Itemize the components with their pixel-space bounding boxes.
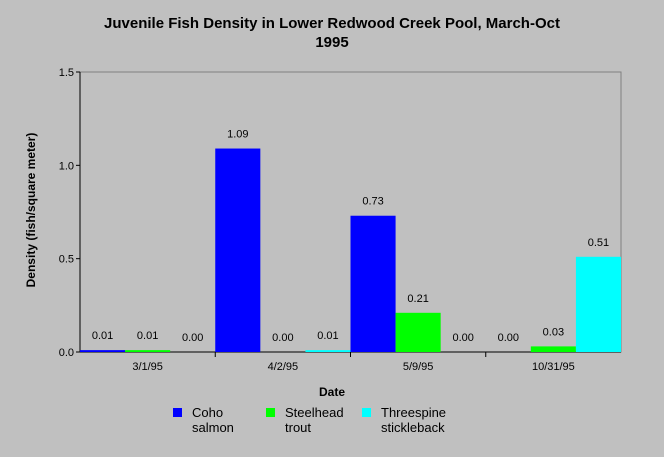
x-tick-label: 3/1/95 (132, 361, 163, 373)
legend: Coho salmon Steelhead trout Threespine sti… (0, 405, 664, 445)
y-tick-label: 1.0 (59, 160, 74, 172)
y-tick-label: 0.5 (59, 254, 74, 266)
data-label: 0.00 (272, 332, 293, 344)
legend-label: Threespine stickleback (381, 405, 447, 435)
data-label: 0.73 (362, 196, 383, 208)
data-label: 0.01 (137, 330, 158, 342)
data-label: 0.00 (498, 332, 519, 344)
data-label: 0.01 (317, 330, 338, 342)
chart-title-line-1: Juvenile Fish Density in Lower Redwood C… (104, 15, 560, 32)
bar (80, 350, 126, 352)
bar (125, 350, 171, 352)
legend-item: Threespine stickleback (362, 405, 446, 435)
chart-title: Juvenile Fish Density in Lower Redwood C… (0, 14, 664, 52)
x-tick-label: 10/31/95 (532, 361, 575, 373)
chart-title-line-2: 1995 (315, 34, 349, 51)
data-label: 0.21 (407, 293, 428, 305)
data-label: 0.00 (452, 332, 473, 344)
data-label: 0.03 (543, 326, 564, 338)
y-tick-label: 0.0 (59, 347, 74, 359)
legend-label: Coho salmon (192, 405, 234, 435)
legend-swatch (266, 408, 275, 417)
legend-item: Steelhead trout (266, 405, 344, 435)
data-label: 1.09 (227, 129, 248, 141)
plot-area: 0.0 0.5 1.0 1.5 3/1/95 4/2/95 5/9/95 10/31/95 0.… (59, 67, 622, 373)
legend-swatch (173, 408, 182, 417)
bar (305, 350, 351, 352)
y-tick-label: 1.5 (59, 67, 74, 79)
bar (215, 148, 261, 352)
legend-label: Steelhead trout (285, 405, 344, 435)
bar (530, 346, 576, 352)
bar (350, 215, 396, 352)
x-axis-label: Date (318, 385, 345, 399)
bar (395, 312, 441, 352)
legend-swatch (362, 408, 371, 417)
x-tick-label: 5/9/95 (403, 361, 434, 373)
legend-item: Coho salmon (173, 405, 234, 435)
data-label: 0.01 (92, 330, 113, 342)
data-label: 0.00 (182, 332, 203, 344)
bar (575, 256, 621, 352)
x-tick-label: 4/2/95 (268, 361, 299, 373)
data-label: 0.51 (588, 237, 609, 249)
